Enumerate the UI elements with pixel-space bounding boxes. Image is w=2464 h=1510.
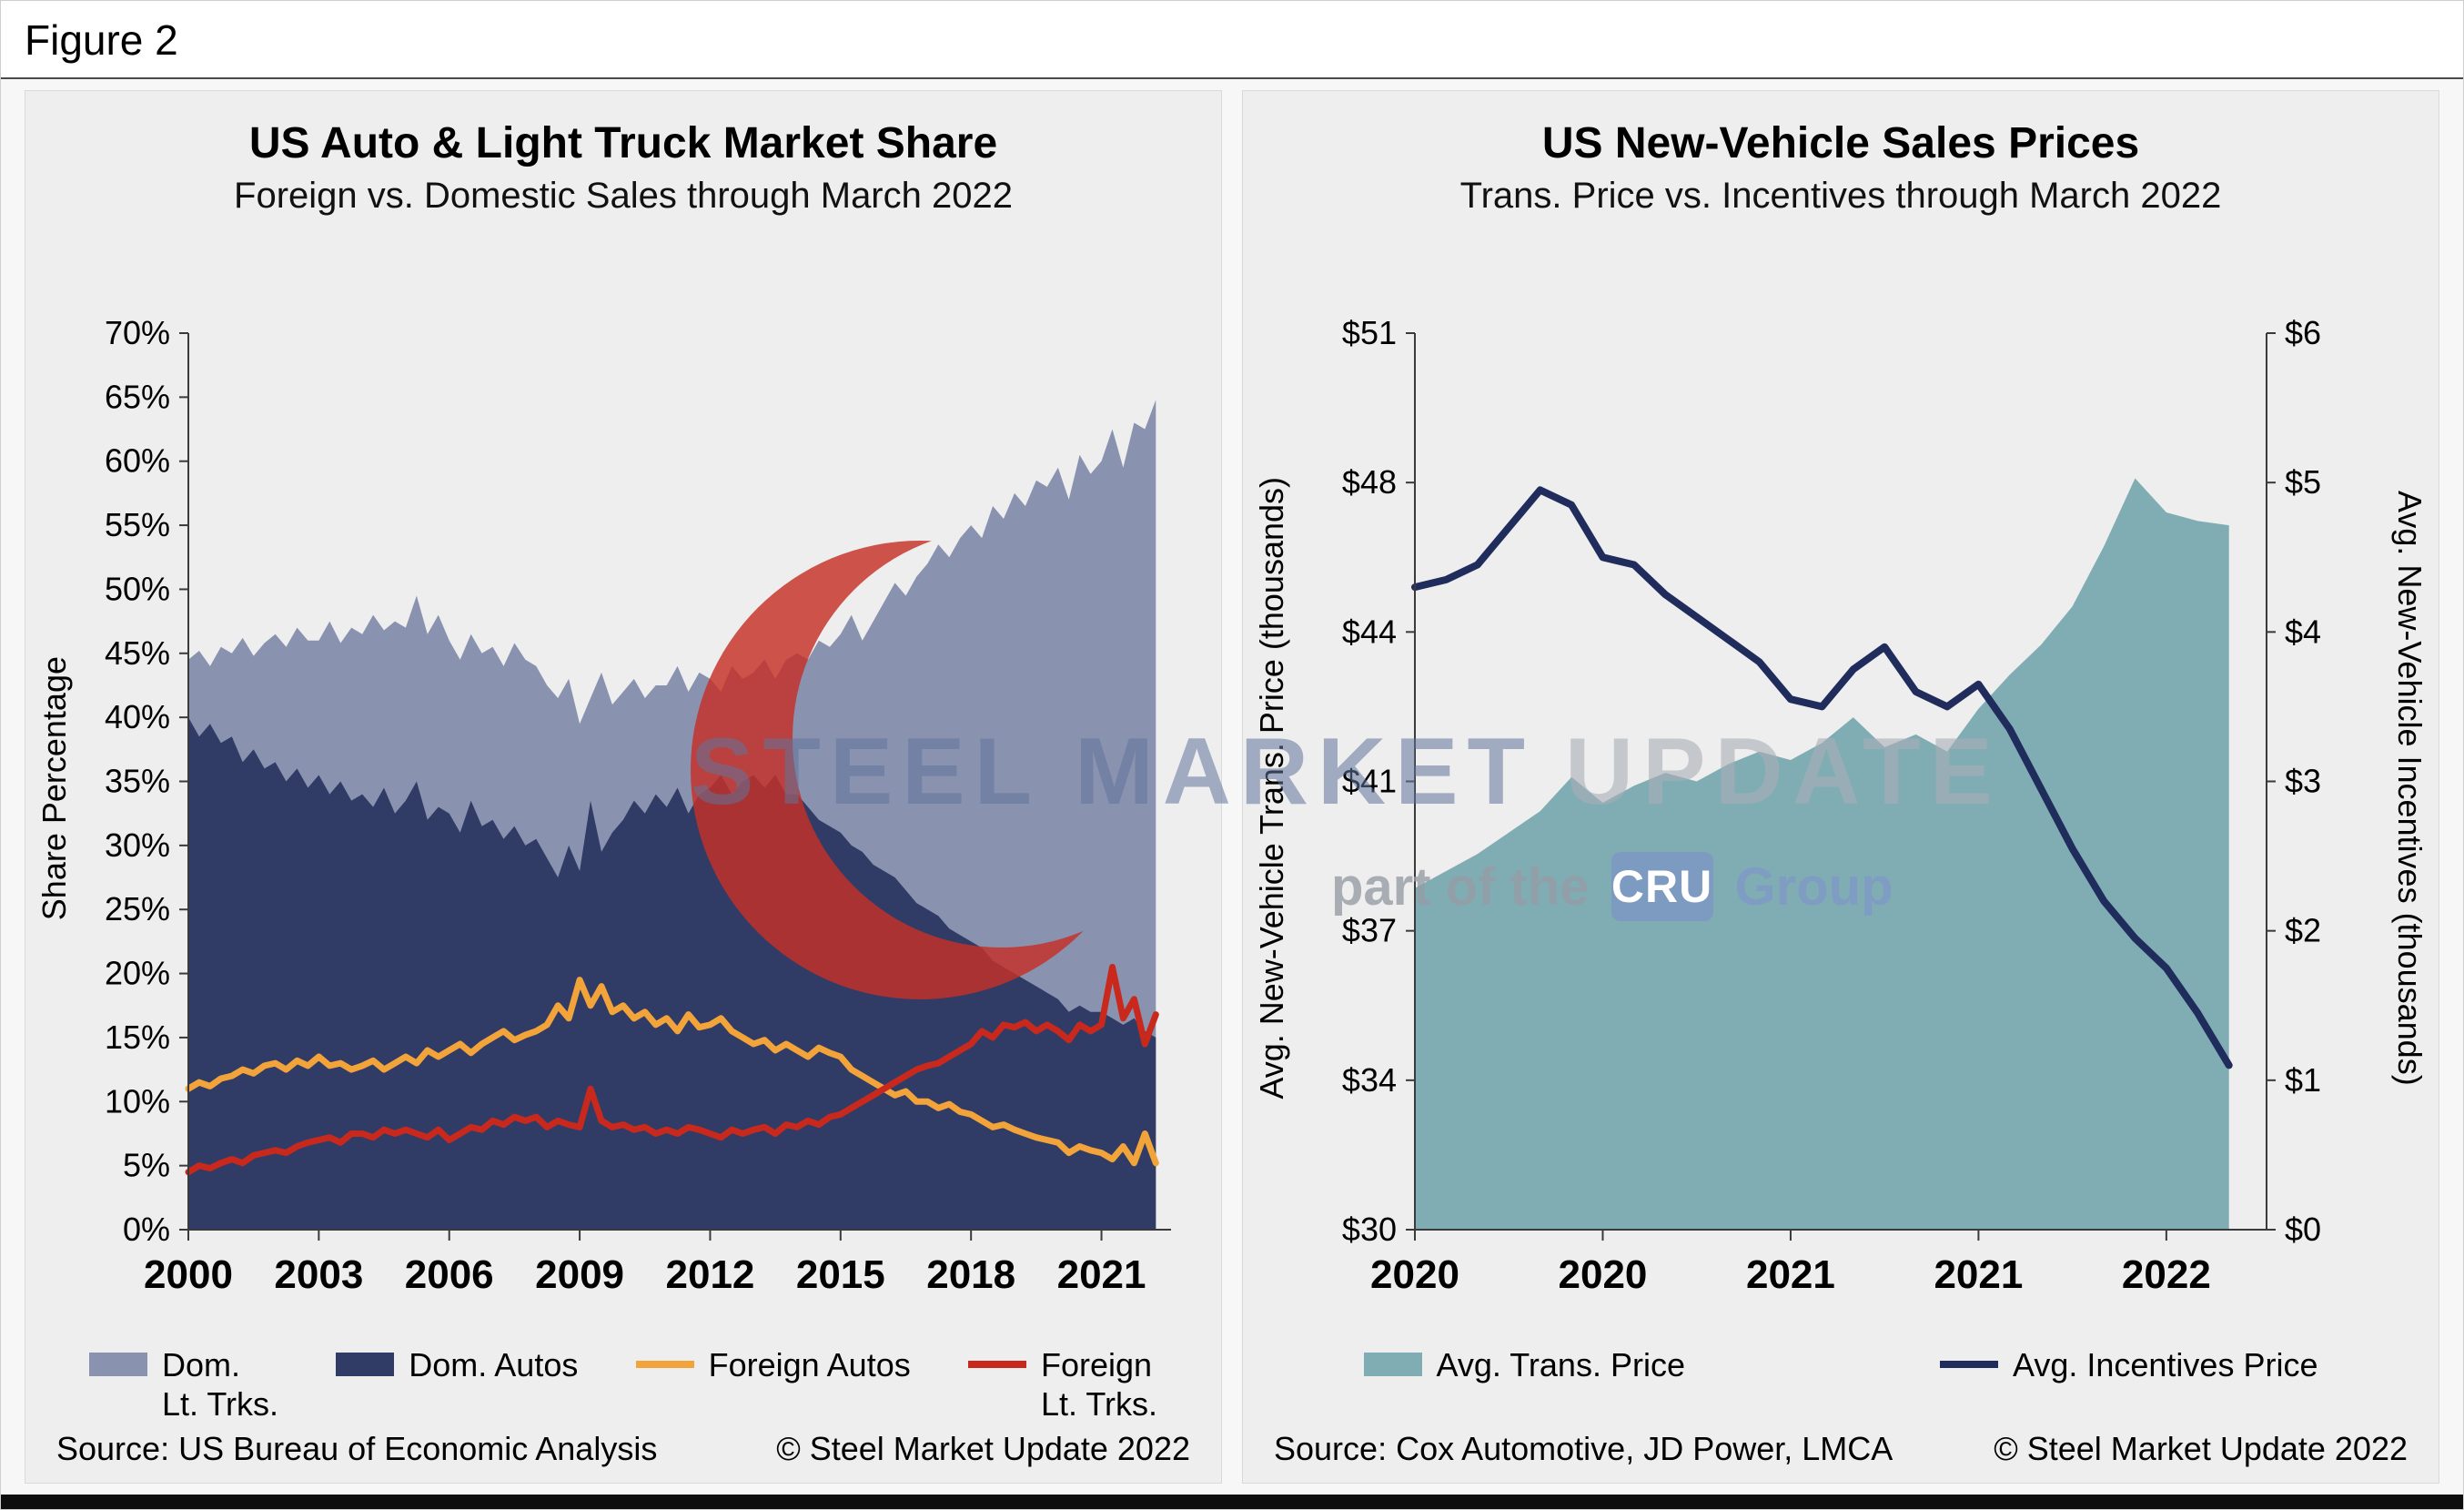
- svg-text:2018: 2018: [926, 1252, 1015, 1297]
- svg-text:2020: 2020: [1370, 1252, 1459, 1297]
- svg-text:2021: 2021: [1746, 1252, 1835, 1297]
- svg-text:2021: 2021: [1057, 1252, 1146, 1297]
- legend-swatch-icon: [1939, 1361, 1998, 1368]
- svg-text:25%: 25%: [105, 890, 170, 927]
- svg-text:20%: 20%: [105, 955, 170, 992]
- svg-text:2003: 2003: [274, 1252, 363, 1297]
- market-share-copyright: © Steel Market Update 2022: [776, 1430, 1190, 1467]
- svg-text:$5: $5: [2285, 463, 2321, 501]
- svg-text:35%: 35%: [105, 763, 170, 800]
- legend-label: Foreign Autos: [708, 1346, 911, 1383]
- legend-item: Dom. Lt. Trks.: [89, 1345, 278, 1424]
- sales-prices-chart: $30 $34 $37 $41 $44 $48 $51 $0 $1 $2 $3 $4 $5 $6 2020 2…: [1342, 314, 2321, 1297]
- svg-text:5%: 5%: [123, 1147, 170, 1184]
- sales-prices-title: US New-Vehicle Sales Prices: [1541, 119, 2140, 167]
- svg-text:2015: 2015: [796, 1252, 885, 1297]
- legend-item: Avg. Trans. Price: [1363, 1345, 1685, 1384]
- legend-label: Dom. Autos: [409, 1346, 579, 1383]
- legend-swatch-icon: [967, 1361, 1026, 1368]
- svg-text:2020: 2020: [1559, 1252, 1648, 1297]
- market-share-footer: Source: US Bureau of Economic Analysis ©…: [25, 1430, 1221, 1468]
- legend-label: Dom. Lt. Trks.: [162, 1346, 279, 1424]
- sales-prices-chart-row: Avg. New-Vehicle Trans. Price (thousands…: [1243, 251, 2439, 1325]
- sales-prices-legend: Avg. Trans. Price Avg. Incentives Price: [1243, 1345, 2439, 1384]
- market-share-chart-row: Share Percentage 0% 5% 10% 15% 20% 25% 30% 35% 4…: [25, 251, 1221, 1325]
- svg-text:$48: $48: [1342, 463, 1397, 501]
- legend-item: Avg. Incentives Price: [1939, 1345, 2318, 1384]
- svg-text:$1: $1: [2285, 1061, 2321, 1099]
- sales-prices-right-axis-title: Avg. New-Vehicle Incentives (thousands): [2391, 491, 2429, 1086]
- svg-text:40%: 40%: [105, 698, 170, 735]
- figure-label: Figure 2: [25, 16, 178, 64]
- sales-prices-left-axis-title: Avg. New-Vehicle Trans. Price (thousands…: [1253, 477, 1290, 1100]
- svg-text:$34: $34: [1342, 1061, 1397, 1099]
- figure-header: Figure 2: [1, 1, 2463, 79]
- svg-text:45%: 45%: [105, 634, 170, 672]
- market-share-legend: Dom. Lt. Trks. Dom. Autos Foreign Autos For…: [25, 1345, 1221, 1424]
- svg-text:60%: 60%: [105, 442, 170, 480]
- svg-text:$41: $41: [1342, 763, 1397, 800]
- svg-text:50%: 50%: [105, 570, 170, 607]
- legend-swatch-icon: [1363, 1353, 1422, 1376]
- market-share-y-axis-title: Share Percentage: [35, 655, 73, 921]
- legend-swatch-icon: [336, 1353, 395, 1376]
- bottom-bar: [1, 1495, 2463, 1509]
- market-share-panel: US Auto & Light Truck Market Share Forei…: [25, 90, 1222, 1484]
- svg-text:2009: 2009: [535, 1252, 624, 1297]
- chart-panels: US Auto & Light Truck Market Share Forei…: [1, 79, 2463, 1496]
- svg-text:$0: $0: [2285, 1211, 2321, 1248]
- svg-text:$37: $37: [1342, 912, 1397, 949]
- svg-text:2000: 2000: [144, 1252, 233, 1297]
- svg-text:0%: 0%: [123, 1211, 170, 1248]
- sales-prices-panel: US New-Vehicle Sales Prices Trans. Price…: [1242, 90, 2439, 1484]
- legend-swatch-icon: [89, 1353, 147, 1376]
- sales-prices-source: Source: Cox Automotive, JD Power, LMCA: [1274, 1430, 1893, 1467]
- legend-swatch-icon: [635, 1361, 694, 1368]
- legend-label: Foreign Lt. Trks.: [1040, 1346, 1157, 1424]
- legend-item: Foreign Lt. Trks.: [967, 1345, 1157, 1424]
- svg-text:$4: $4: [2285, 613, 2321, 650]
- svg-text:$3: $3: [2285, 763, 2321, 800]
- svg-text:2006: 2006: [405, 1252, 494, 1297]
- svg-text:$6: $6: [2285, 314, 2321, 351]
- svg-text:30%: 30%: [105, 826, 170, 864]
- svg-text:65%: 65%: [105, 378, 170, 415]
- legend-item: Dom. Autos: [336, 1345, 578, 1384]
- legend-label: Avg. Trans. Price: [1436, 1346, 1685, 1383]
- sales-prices-copyright: © Steel Market Update 2022: [1994, 1430, 2408, 1467]
- market-share-source: Source: US Bureau of Economic Analysis: [56, 1430, 658, 1467]
- svg-text:2012: 2012: [666, 1252, 755, 1297]
- svg-text:2021: 2021: [1934, 1252, 2023, 1297]
- svg-text:70%: 70%: [105, 314, 170, 351]
- market-share-title: US Auto & Light Truck Market Share: [248, 119, 998, 167]
- svg-text:2022: 2022: [2122, 1252, 2211, 1297]
- sales-prices-footer: Source: Cox Automotive, JD Power, LMCA ©…: [1243, 1430, 2439, 1468]
- svg-text:$51: $51: [1342, 314, 1397, 351]
- svg-text:$30: $30: [1342, 1211, 1397, 1248]
- market-share-subtitle: Foreign vs. Domestic Sales through March…: [234, 176, 1013, 216]
- svg-text:10%: 10%: [105, 1082, 170, 1120]
- svg-text:$2: $2: [2285, 912, 2321, 949]
- market-share-chart: 0% 5% 10% 15% 20% 25% 30% 35% 40% 45% 50% 55% 60% 65%…: [105, 314, 1171, 1297]
- legend-item: Foreign Autos: [635, 1345, 911, 1384]
- sales-prices-subtitle: Trans. Price vs. Incentives through Marc…: [1459, 176, 2222, 216]
- svg-text:55%: 55%: [105, 506, 170, 543]
- legend-label: Avg. Incentives Price: [2012, 1346, 2318, 1383]
- svg-text:15%: 15%: [105, 1018, 170, 1056]
- svg-text:$44: $44: [1342, 613, 1397, 650]
